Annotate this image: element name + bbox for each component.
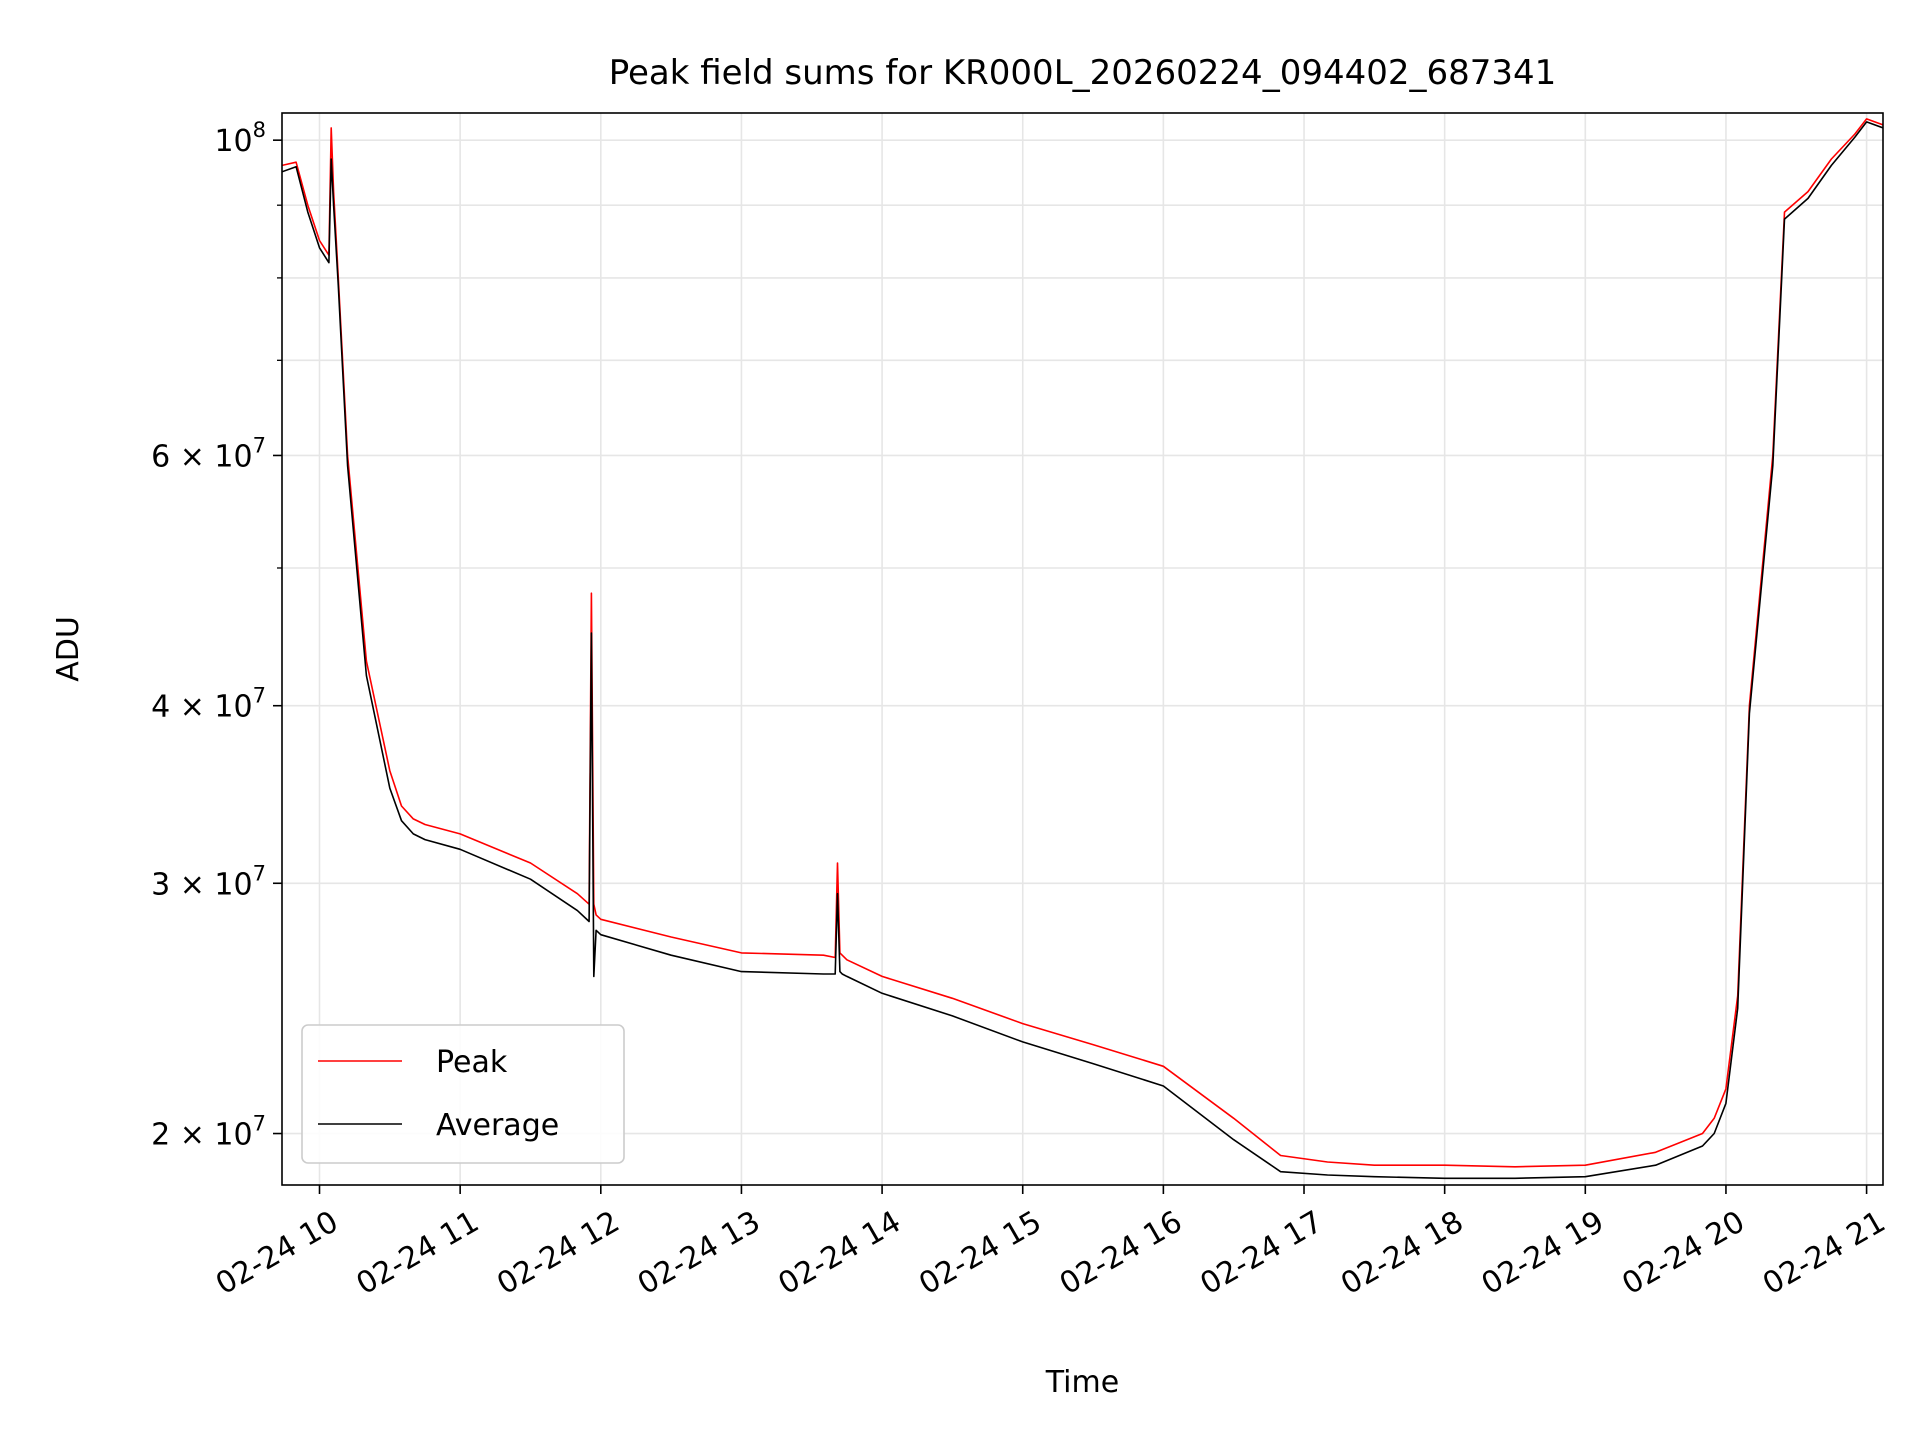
chart-title: Peak field sums for KR000L_20260224_0944… — [609, 53, 1557, 93]
y-tick-label: 3 × 107 — [151, 861, 266, 902]
legend: Peak Average — [301, 1024, 625, 1164]
plot-area — [282, 118, 1883, 1180]
y-axis: 2 × 107 3 × 107 4 × 107 6 × 107 108 — [151, 118, 282, 1153]
y-axis-label: ADU — [51, 616, 86, 682]
y-tick-label: 108 — [214, 118, 266, 159]
y-tick-label: 6 × 107 — [151, 433, 266, 474]
legend-box — [301, 1024, 625, 1164]
y-tick-label: 2 × 107 — [151, 1112, 266, 1153]
x-axis-label: Time — [1045, 1365, 1119, 1400]
y-tick-label: 4 × 107 — [151, 684, 266, 725]
series-line-average — [282, 121, 1883, 1180]
axes-frame — [281, 112, 1884, 1186]
legend-label-peak: Peak — [436, 1045, 508, 1080]
legend-label-average: Average — [436, 1108, 559, 1143]
grid-lines — [282, 113, 1883, 1185]
